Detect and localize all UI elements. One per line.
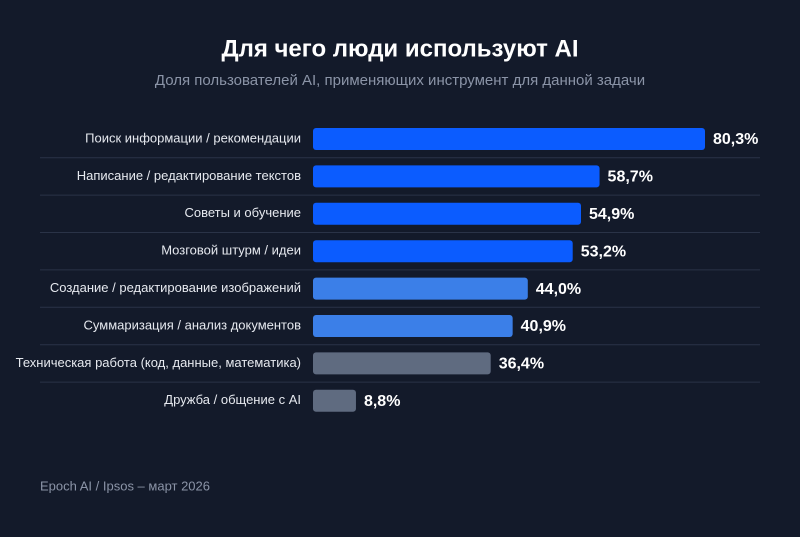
- bar: [313, 315, 513, 337]
- chart-subtitle: Доля пользователей AI, применяющих инстр…: [155, 72, 645, 89]
- value-label: 44,0%: [536, 281, 581, 298]
- value-label: 54,9%: [589, 206, 634, 223]
- value-label: 8,8%: [364, 393, 400, 410]
- category-label: Написание / редактирование текстов: [77, 168, 301, 183]
- value-label: 80,3%: [713, 131, 758, 148]
- category-label: Поиск информации / рекомендации: [85, 130, 301, 145]
- bar: [313, 352, 491, 375]
- bar: [313, 165, 600, 188]
- category-label: Суммаризация / анализ документов: [84, 317, 302, 332]
- category-label: Советы и обучение: [184, 205, 301, 220]
- bar: [313, 240, 573, 263]
- source: Epoch AI / Ipsos – март 2026: [40, 478, 210, 493]
- category-label: Мозговой штурм / идеи: [161, 243, 301, 258]
- category-label: Создание / редактирование изображений: [50, 280, 301, 295]
- category-label: Дружба / общение с AI: [164, 392, 301, 407]
- value-label: 53,2%: [581, 243, 626, 260]
- value-label: 58,7%: [608, 169, 653, 186]
- bar: [313, 277, 528, 300]
- bar: [313, 202, 582, 225]
- bar: [313, 389, 356, 412]
- category-label: Техническая работа (код, данные, математ…: [16, 355, 301, 370]
- value-label: 40,9%: [521, 318, 566, 335]
- value-label: 36,4%: [499, 356, 544, 373]
- bar: [313, 128, 705, 150]
- chart-title: Для чего люди используют AI: [221, 35, 578, 62]
